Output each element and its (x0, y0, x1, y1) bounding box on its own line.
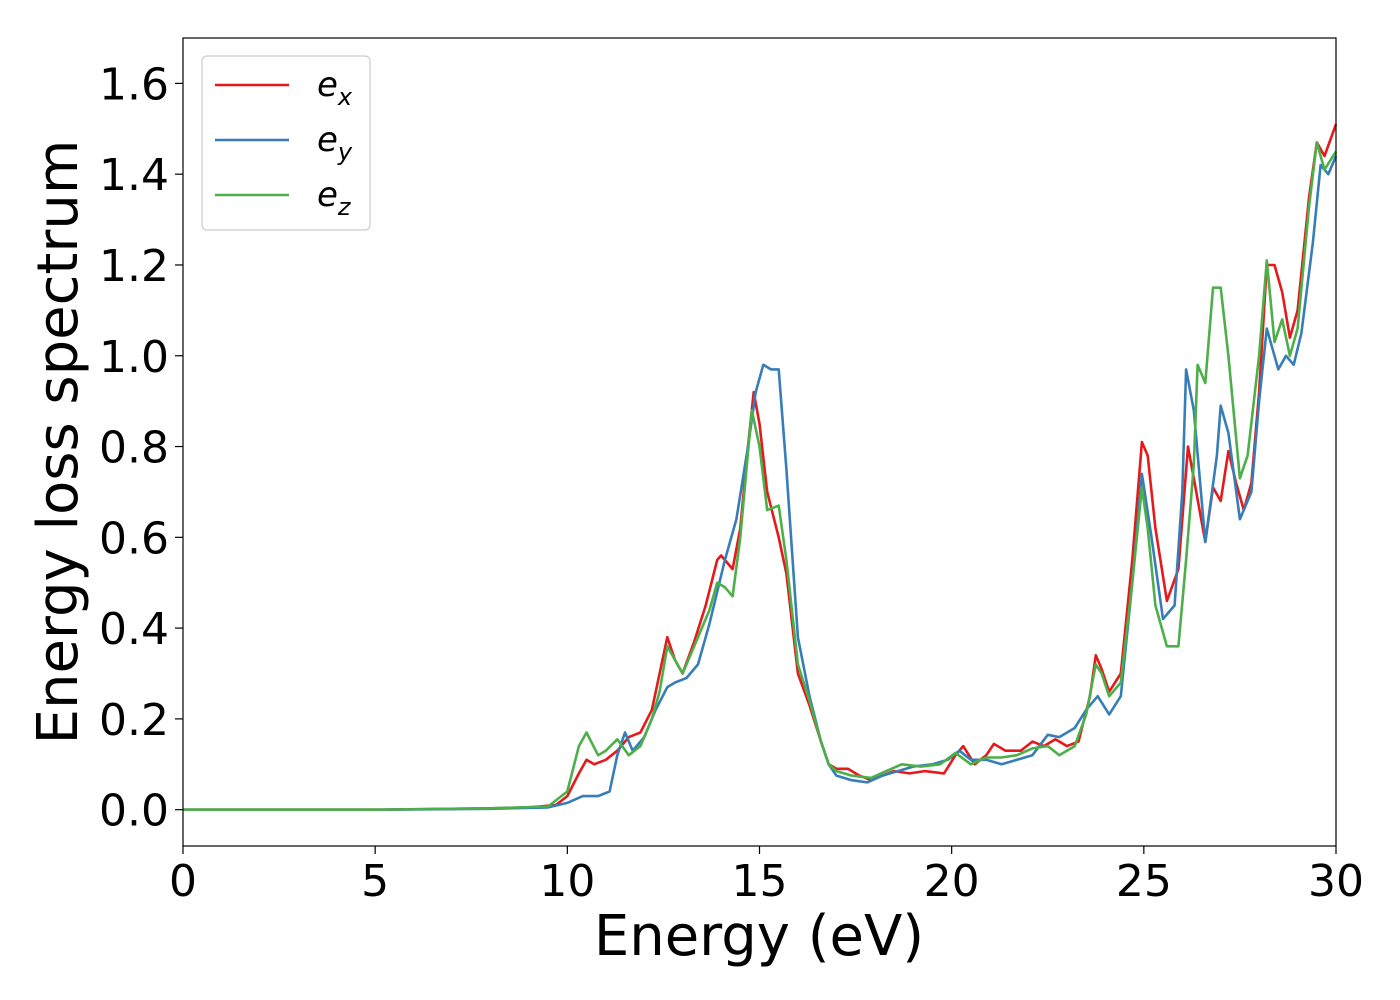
y-tick-label: 1.4 (99, 150, 169, 201)
y-tick-label: 0.8 (99, 423, 169, 474)
y-tick-label: 0.4 (99, 604, 169, 655)
legend-label-x: ex (317, 65, 353, 111)
x-tick-label: 5 (361, 856, 389, 907)
legend-box (201, 55, 371, 231)
x-tick-label: 0 (169, 856, 197, 907)
y-axis: 0.0 0.2 0.4 0.6 0.8 1.0 1.2 1.4 1.6 (99, 59, 183, 837)
y-tick-label: 1.6 (99, 59, 169, 110)
x-tick-label: 10 (539, 856, 595, 907)
x-tick-label: 25 (1116, 856, 1172, 907)
series-layer (183, 123, 1338, 811)
y-axis-title: Energy loss spectrum (26, 140, 91, 745)
y-tick-label: 0.6 (99, 513, 169, 564)
x-tick-label: 30 (1308, 856, 1364, 907)
y-tick-label: 0.2 (99, 695, 169, 746)
x-tick-label: 20 (924, 856, 980, 907)
x-tick-label: 15 (732, 856, 788, 907)
y-tick-label: 1.2 (99, 241, 169, 292)
series-line-z (183, 141, 1338, 811)
x-axis: 0 5 10 15 20 25 30 (169, 846, 1364, 907)
y-tick-label: 1.0 (99, 332, 169, 383)
x-axis-title: Energy (eV) (594, 904, 924, 969)
series-line-x (183, 123, 1338, 811)
y-tick-label: 0.0 (99, 786, 169, 837)
